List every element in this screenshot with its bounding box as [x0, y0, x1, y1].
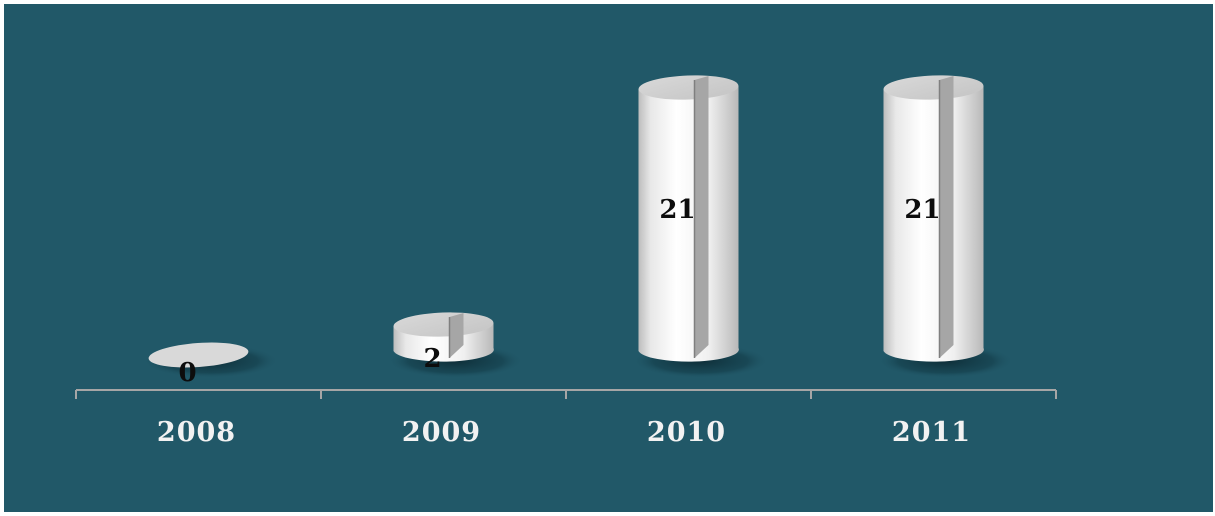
data-label: 21 — [904, 195, 940, 225]
data-label: 21 — [659, 195, 695, 225]
bar-top — [883, 75, 984, 100]
x-tick-label: 2008 — [157, 417, 236, 448]
bar-body — [638, 86, 739, 362]
data-label: 0 — [178, 358, 196, 388]
bar-2009 — [387, 312, 524, 378]
bar-top — [393, 312, 494, 337]
x-tick-label: 2011 — [892, 417, 971, 448]
bar-cutaway — [694, 76, 709, 358]
x-axis-ticks — [75, 390, 1057, 399]
bar-2010 — [632, 75, 769, 378]
bar-2011 — [877, 75, 1014, 378]
bars-layer — [142, 75, 1014, 378]
data-label: 2 — [423, 344, 441, 374]
bar-2008 — [142, 342, 279, 378]
x-tick-label: 2010 — [647, 417, 726, 448]
bar-cutaway — [449, 313, 464, 358]
bar-top — [638, 75, 739, 100]
bar-top — [148, 342, 249, 368]
bar-body — [883, 86, 984, 362]
bar-chart: 0 2008 2 2009 21 2010 21 2011 — [75, 75, 1057, 448]
bar-cutaway — [939, 76, 954, 358]
chart-panel: 0 2008 2 2009 21 2010 21 2011 — [4, 4, 1213, 512]
x-tick-label: 2009 — [402, 417, 481, 448]
labels-layer: 0 2008 2 2009 21 2010 21 2011 — [157, 195, 971, 448]
